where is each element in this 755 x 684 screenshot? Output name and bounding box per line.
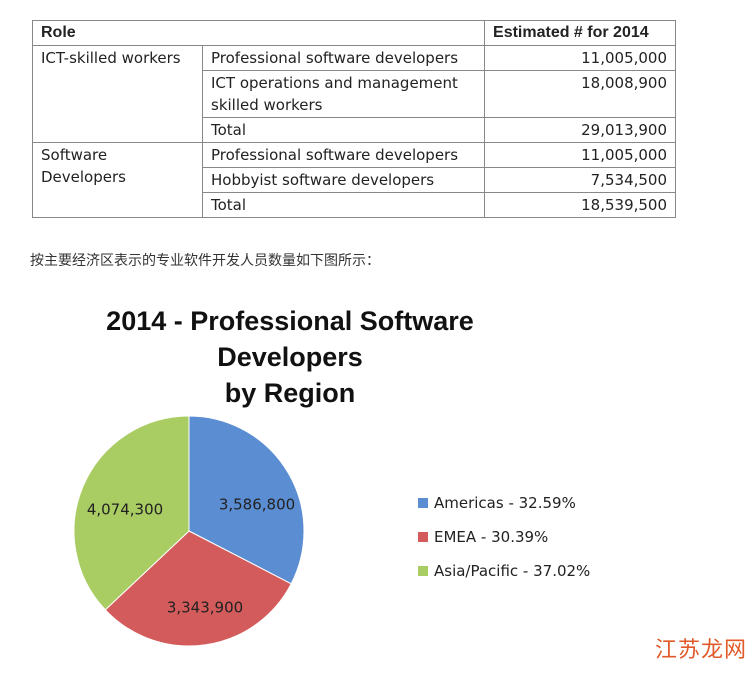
chart-title-line1: 2014 - Professional Software Developers — [106, 306, 474, 372]
intro-text: 按主要经济区表示的专业软件开发人员数量如下图所示： — [30, 253, 380, 269]
row-value-cell: 7,534,500 — [484, 167, 677, 193]
pie-data-label: 3,343,900 — [167, 599, 243, 617]
table-header-row: Role Estimated # for 2014 — [31, 20, 677, 46]
legend-swatch — [418, 498, 428, 508]
legend-item: EMEA - 30.39% — [418, 520, 590, 554]
row-label-cell: Professional software developers — [201, 45, 486, 71]
role-table: Role Estimated # for 2014 ICT-skilled wo… — [31, 20, 677, 218]
legend-label: EMEA - 30.39% — [434, 528, 549, 546]
group-role-cell: Software Developers — [32, 142, 203, 218]
row-value-cell: 11,005,000 — [484, 45, 677, 71]
row-value-cell: 18,539,500 — [484, 192, 677, 218]
row-label-cell: ICT operations and management skilled wo… — [201, 70, 486, 118]
pie-slice-emea — [104, 530, 292, 647]
row-label-cell: Total — [201, 192, 486, 218]
row-label-cell: Hobbyist software developers — [201, 167, 486, 193]
watermark: 江苏龙网 — [654, 638, 747, 663]
table-row: Total 18,539,500 — [33, 192, 677, 218]
chart-title: 2014 - Professional Software Developers … — [30, 303, 550, 411]
table-row: Hobbyist software developers 7,534,500 — [33, 167, 677, 193]
header-estimate: Estimated # for 2014 — [484, 20, 677, 46]
pie-slice-americas — [188, 415, 305, 585]
legend-item: Asia/Pacific - 37.02% — [418, 554, 590, 588]
row-value-cell: 18,008,900 — [484, 70, 677, 118]
legend-label: Asia/Pacific - 37.02% — [434, 562, 591, 580]
table-row: ICT operations and management skilled wo… — [33, 70, 677, 118]
chart-title-line2: by Region — [224, 378, 356, 408]
pie-slice-asia-pacific — [73, 415, 190, 611]
chart-legend: Americas - 32.59% EMEA - 30.39% Asia/Pac… — [418, 486, 590, 588]
legend-swatch — [418, 532, 428, 542]
legend-label: Americas - 32.59% — [434, 494, 576, 512]
header-role: Role — [31, 20, 486, 46]
pie-data-label: 3,586,800 — [219, 496, 295, 514]
pie-data-label: 4,074,300 — [87, 501, 163, 519]
legend-item: Americas - 32.59% — [418, 486, 590, 520]
legend-swatch — [418, 566, 428, 576]
